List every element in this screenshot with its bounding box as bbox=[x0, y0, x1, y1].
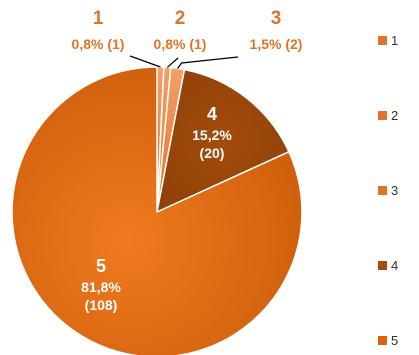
slice-label-count-4: (20) bbox=[200, 145, 225, 161]
slice-label-category-3: 3 bbox=[271, 8, 282, 29]
legend-label-3: 3 bbox=[391, 183, 398, 198]
slice-label-value-2: 0,8% (1) bbox=[154, 36, 207, 52]
slice-label-category-4: 4 bbox=[207, 104, 217, 124]
legend: 1 2 3 4 5 bbox=[378, 33, 398, 348]
slice-label-value-3: 1,5% (2) bbox=[250, 36, 303, 52]
slice-label-percent-4: 15,2% bbox=[192, 127, 232, 143]
leader-lines bbox=[129, 55, 239, 69]
slice-label-value-1: 0,8% (1) bbox=[72, 36, 125, 52]
slice-label-count-5: (108) bbox=[85, 297, 118, 313]
legend-swatch-3 bbox=[378, 186, 387, 195]
legend-label-2: 2 bbox=[391, 108, 398, 123]
pie-slice-4 bbox=[155, 68, 290, 214]
legend-swatch-2 bbox=[378, 111, 387, 120]
legend-swatch-5 bbox=[378, 336, 387, 345]
slice-label-category-2: 2 bbox=[175, 8, 186, 29]
slice-label-percent-5: 81,8% bbox=[81, 279, 121, 295]
slice-label-category-5: 5 bbox=[96, 256, 106, 276]
legend-label-1: 1 bbox=[391, 33, 398, 48]
pie-slices bbox=[11, 66, 303, 355]
leader-line-2 bbox=[166, 57, 179, 68]
slice-label-category-1: 1 bbox=[93, 8, 104, 29]
leader-line-1 bbox=[129, 55, 161, 68]
leader-line-3 bbox=[177, 56, 239, 69]
legend-label-5: 5 bbox=[391, 333, 398, 348]
slice-labels: 1 0,8% (1) 2 0,8% (1) 3 1,5% (2) 4 15,2% (20) 5 81… bbox=[72, 8, 303, 313]
legend-swatch-1 bbox=[378, 36, 387, 45]
legend-swatch-4 bbox=[378, 261, 387, 270]
pie-slice-5 bbox=[11, 66, 303, 355]
legend-label-4: 4 bbox=[391, 258, 398, 273]
